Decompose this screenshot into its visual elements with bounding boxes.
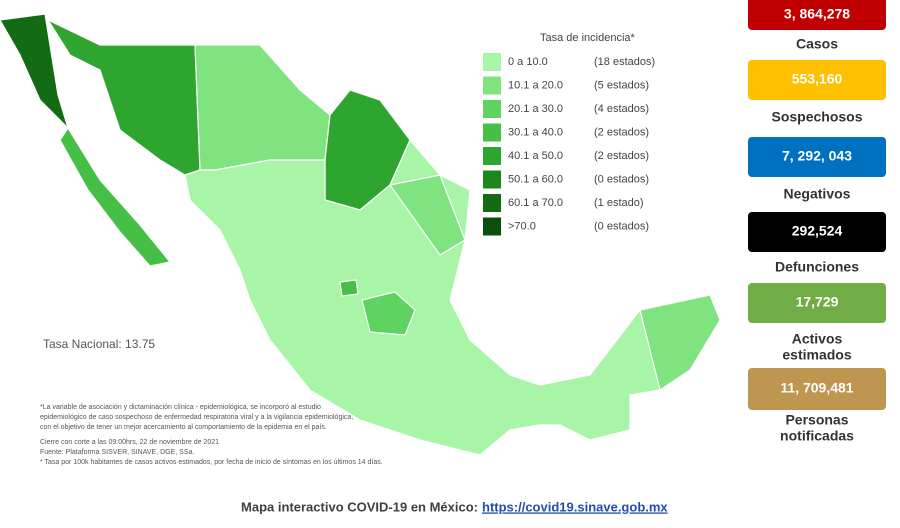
legend-swatch [483,100,501,118]
stats-panel: 3, 864,278 Casos 553,160 Sospechosos 7, 292,… [748,0,886,444]
stat-label: Personas [785,412,848,428]
stat-value: 17,729 [796,294,839,310]
legend-swatch [483,217,501,236]
stat-label: Negativos [784,186,851,202]
legend-swatch [483,170,501,189]
footer-link[interactable]: https://covid19.sinave.gob.mx [482,499,668,514]
stat-value: 7, 292, 043 [782,148,852,164]
legend-range: 0 a 10.0 [508,56,548,68]
note: con el objetivo de tener un mejor acerca… [40,424,327,431]
legend-count: (18 estados) [594,56,655,68]
state-shape [46,18,201,176]
national-rate: Tasa Nacional: 13.75 [43,337,155,351]
legend-swatch [483,123,501,142]
stat-box [748,137,886,177]
legend: 0 a 10.0 (18 estados) 10.1 a 20.0 (5 estado… [483,53,655,236]
stat-label: Activos [792,331,843,347]
legend-range: 60.1 a 70.0 [508,197,563,209]
stat-value: 11, 709,481 [780,380,853,396]
stat-value: 292,524 [792,223,843,239]
legend-range: 30.1 a 40.0 [508,126,563,138]
note: Fuente: Plataforma SISVER, SINAVE, DGE, … [40,449,194,456]
stat-box [748,60,886,100]
state-shape [194,44,331,171]
legend-range: 40.1 a 50.0 [508,150,563,162]
stat-label: notificadas [780,428,854,444]
state-shape [361,291,416,336]
stat-label: Casos [796,36,838,52]
stat-label: estimados [782,347,851,363]
stat-box [748,212,886,252]
legend-range: 10.1 a 20.0 [508,79,563,91]
note: epidemiológico de caso sospechoso de enf… [40,414,353,421]
stat-value: 553,160 [792,71,843,87]
legend-count: (2 estados) [594,150,649,162]
legend-swatch [483,194,501,212]
state-shape [59,126,172,267]
legend-range: 50.1 a 60.0 [508,173,563,185]
stat-box [748,283,886,323]
note: *La variable de asociación y dictaminaci… [40,404,321,411]
map [0,13,721,456]
state-shape [639,294,721,391]
legend-count: (0 estados) [594,220,649,232]
legend-swatch [483,76,501,95]
legend-count: (4 estados) [594,103,649,115]
stat-label: Sospechosos [771,109,862,125]
stat-value: 3, 864,278 [784,6,850,22]
footer-text: Mapa interactivo COVID-19 en México: [241,499,478,514]
legend-swatch [483,147,501,165]
legend-range: 20.1 a 30.0 [508,103,563,115]
legend-range: >70.0 [508,220,536,232]
note: Cierre con corte a las 09:00hrs, 22 de n… [40,439,219,446]
legend-count: (2 estados) [594,126,649,138]
legend-swatch [483,53,501,71]
stat-label: Defunciones [775,259,859,275]
stat-box [748,0,886,30]
legend-count: (0 estados) [594,173,649,185]
notes: *La variable de asociación y dictaminaci… [40,404,383,466]
note: * Tasa por 100k habitantes de casos acti… [40,459,383,466]
stat-box [748,368,886,410]
legend-count: (5 estados) [594,79,649,91]
legend-count: (1 estado) [594,197,644,209]
state-shape [339,279,359,297]
state-shape [388,174,466,256]
legend-title: Tasa de incidencia* [540,32,636,44]
